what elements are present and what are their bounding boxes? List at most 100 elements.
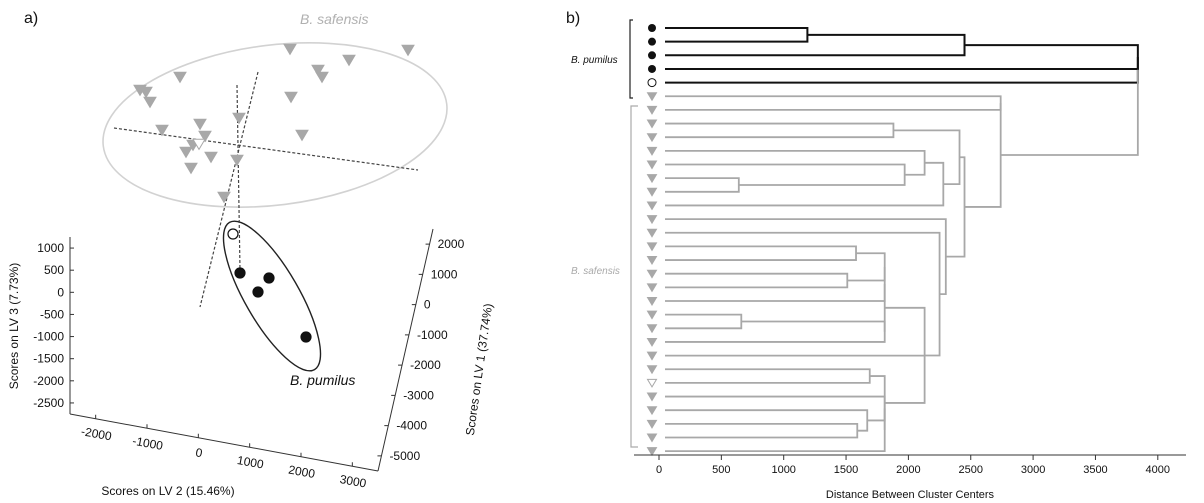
safensis-point — [155, 124, 169, 137]
dendrogram-x-tick-label: 3000 — [1021, 464, 1045, 476]
lv2-axis-title: Scores on LV 2 (15.46%) — [101, 484, 234, 498]
safensis-leaf — [646, 283, 658, 293]
safensis-point — [173, 71, 187, 84]
safensis-leaf — [646, 256, 658, 266]
lv1-tick-label: -3000 — [403, 388, 434, 402]
safensis-leaf — [646, 419, 658, 429]
safensis-point — [315, 71, 329, 84]
dendrogram-x-axis-title: Distance Between Cluster Centers — [826, 489, 995, 501]
safensis-leaf — [646, 92, 658, 102]
dendrogram-link — [665, 44, 1139, 70]
dendrogram-link — [665, 266, 886, 302]
dendrogram-link — [945, 156, 966, 258]
panel-b-label: b) — [566, 10, 580, 27]
pumilus-confidence-ellipse — [222, 220, 322, 372]
lv3-tick-label: -1500 — [33, 352, 64, 366]
lv2-axis-line — [69, 413, 379, 472]
safensis-leaf — [646, 160, 658, 170]
dendrogram-link — [665, 177, 740, 193]
dendrogram-x-tick-label: 2500 — [959, 464, 983, 476]
lv1-tick-label: 0 — [424, 298, 431, 312]
safensis-point — [283, 43, 297, 56]
dendrogram-link — [665, 122, 895, 139]
lv1-tick-label: -2000 — [410, 358, 441, 372]
safensis-point — [284, 91, 298, 104]
dendrogram-link — [665, 33, 966, 57]
pumilus-leaf — [648, 24, 656, 32]
lv3-tick-label: -2500 — [33, 396, 64, 410]
safensis-leaf — [646, 201, 658, 211]
pumilus-cluster-label: B. pumilus — [571, 55, 618, 66]
safensis-point — [184, 162, 198, 175]
pumilus-point-open — [227, 228, 239, 240]
group-brackets — [629, 19, 638, 448]
dendrogram-link — [893, 129, 961, 186]
safensis-leaf — [646, 242, 658, 252]
pumilus-bracket — [629, 19, 633, 99]
lv3-tick-label: 0 — [57, 285, 64, 299]
dendrogram-link — [665, 27, 809, 43]
lv3-tick-label: -500 — [40, 307, 64, 321]
dendrogram-link — [665, 149, 926, 176]
dendrogram-x-tick-label: 4000 — [1146, 464, 1170, 476]
dendrogram-link — [665, 320, 886, 343]
safensis-leaf — [646, 146, 658, 156]
lv1-axis-title: Scores on LV 1 (37.74%) — [463, 303, 495, 437]
lv3-tick-label: 500 — [44, 263, 64, 277]
pumilus-point — [300, 331, 312, 343]
safensis-leaf — [646, 406, 658, 416]
safensis-point — [401, 44, 415, 57]
dendrogram-link — [847, 252, 886, 282]
score-plot-axes: 1000 500 0 -500 -1000 -1500 -2000 -2500 -2000 -10… — [33, 228, 465, 491]
safensis-group-label: B. safensis — [300, 11, 368, 27]
pumilus-point — [252, 286, 264, 298]
safensis-confidence-ellipse — [102, 42, 448, 208]
safensis-leaf — [646, 392, 658, 402]
safensis-point — [139, 86, 153, 99]
safensis-leaf — [646, 105, 658, 115]
safensis-point — [193, 118, 207, 131]
lv2-tick-label: 3000 — [339, 472, 368, 490]
safensis-point-open — [192, 138, 206, 151]
dendrogram-link — [665, 95, 1002, 111]
dendrogram-x-tick-label: 3500 — [1083, 464, 1107, 476]
pumilus-leaf — [648, 51, 656, 60]
lv1-tick-label: 2000 — [438, 237, 465, 251]
dendrogram-x-tick-label: 0 — [656, 464, 662, 476]
lv1-tick-label: -5000 — [389, 449, 420, 463]
safensis-leaf — [646, 324, 658, 334]
safensis-leaf — [646, 433, 658, 443]
lv1-axis-line — [377, 228, 434, 472]
dendrogram-link — [665, 409, 869, 432]
lv2-tick-label: 1000 — [236, 453, 265, 471]
safensis-leaf — [646, 297, 658, 306]
dendrogram-link — [665, 231, 941, 357]
projection-line-lv2 — [113, 127, 419, 171]
lv1-tick-label: -1000 — [417, 328, 448, 342]
lv3-tick-label: -2000 — [33, 374, 64, 388]
lv1-tick-label: 1000 — [431, 267, 458, 281]
safensis-point — [179, 146, 193, 159]
safensis-leaf — [646, 351, 658, 361]
pumilus-leaf — [648, 37, 656, 46]
dendrogram-x-tick-label: 500 — [712, 464, 730, 476]
safensis-point — [198, 130, 212, 143]
dendrogram-link — [665, 408, 886, 453]
dendrogram-link — [665, 368, 871, 384]
dendrogram-link — [665, 395, 886, 422]
dendrogram-link — [665, 272, 849, 289]
safensis-leaf — [646, 337, 658, 347]
dendrogram-x-tick-label: 1000 — [771, 464, 795, 476]
dendrogram: B. pumilus B. safensis 0 500 1000 1500 2000 2… — [571, 19, 1186, 501]
dendrogram-link — [665, 163, 906, 186]
panel-a-label: a) — [24, 10, 38, 27]
lv1-tick-label: -4000 — [396, 419, 427, 433]
safensis-point — [143, 96, 157, 109]
lv3-tick-label: 1000 — [37, 241, 64, 255]
safensis-cluster-label: B. safensis — [571, 266, 620, 277]
dendrogram-link — [665, 422, 859, 439]
safensis-bracket — [630, 105, 638, 448]
dendrogram-x-tick-label: 1500 — [834, 464, 858, 476]
dendrogram-x-tick-label: 2000 — [896, 464, 920, 476]
